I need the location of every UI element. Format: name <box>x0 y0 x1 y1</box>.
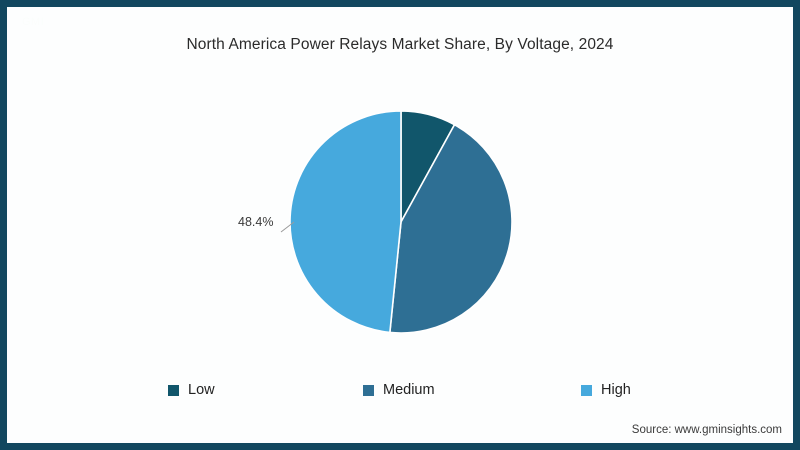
legend-item-low[interactable]: Low <box>168 378 215 402</box>
legend-label-low: Low <box>188 382 215 398</box>
frame-border-right <box>793 0 800 450</box>
chart-title: North America Power Relays Market Share,… <box>186 36 614 53</box>
pie-slice-group <box>289 110 513 334</box>
pie-slice-medium[interactable] <box>388 123 513 334</box>
legend-label-medium: Medium <box>383 382 435 398</box>
leader-line-high <box>280 221 295 233</box>
frame-border-left <box>0 0 7 450</box>
pie-slice-high[interactable] <box>289 110 402 334</box>
frame-border-bottom <box>0 443 800 450</box>
legend-swatch-high <box>581 384 592 396</box>
legend-swatch-medium <box>363 384 374 396</box>
chart-legend: Low Medium High <box>0 378 800 402</box>
legend-item-medium[interactable]: Medium <box>363 378 435 402</box>
watermark-logo: GMI <box>22 16 45 28</box>
pie-slice-label-high: 48.4% <box>238 215 274 229</box>
legend-label-high: High <box>601 382 631 398</box>
legend-swatch-low <box>168 384 179 396</box>
source-attribution: Source: www.gminsights.com <box>631 424 782 436</box>
legend-item-high[interactable]: High <box>581 378 631 402</box>
frame-border-top <box>0 0 800 7</box>
